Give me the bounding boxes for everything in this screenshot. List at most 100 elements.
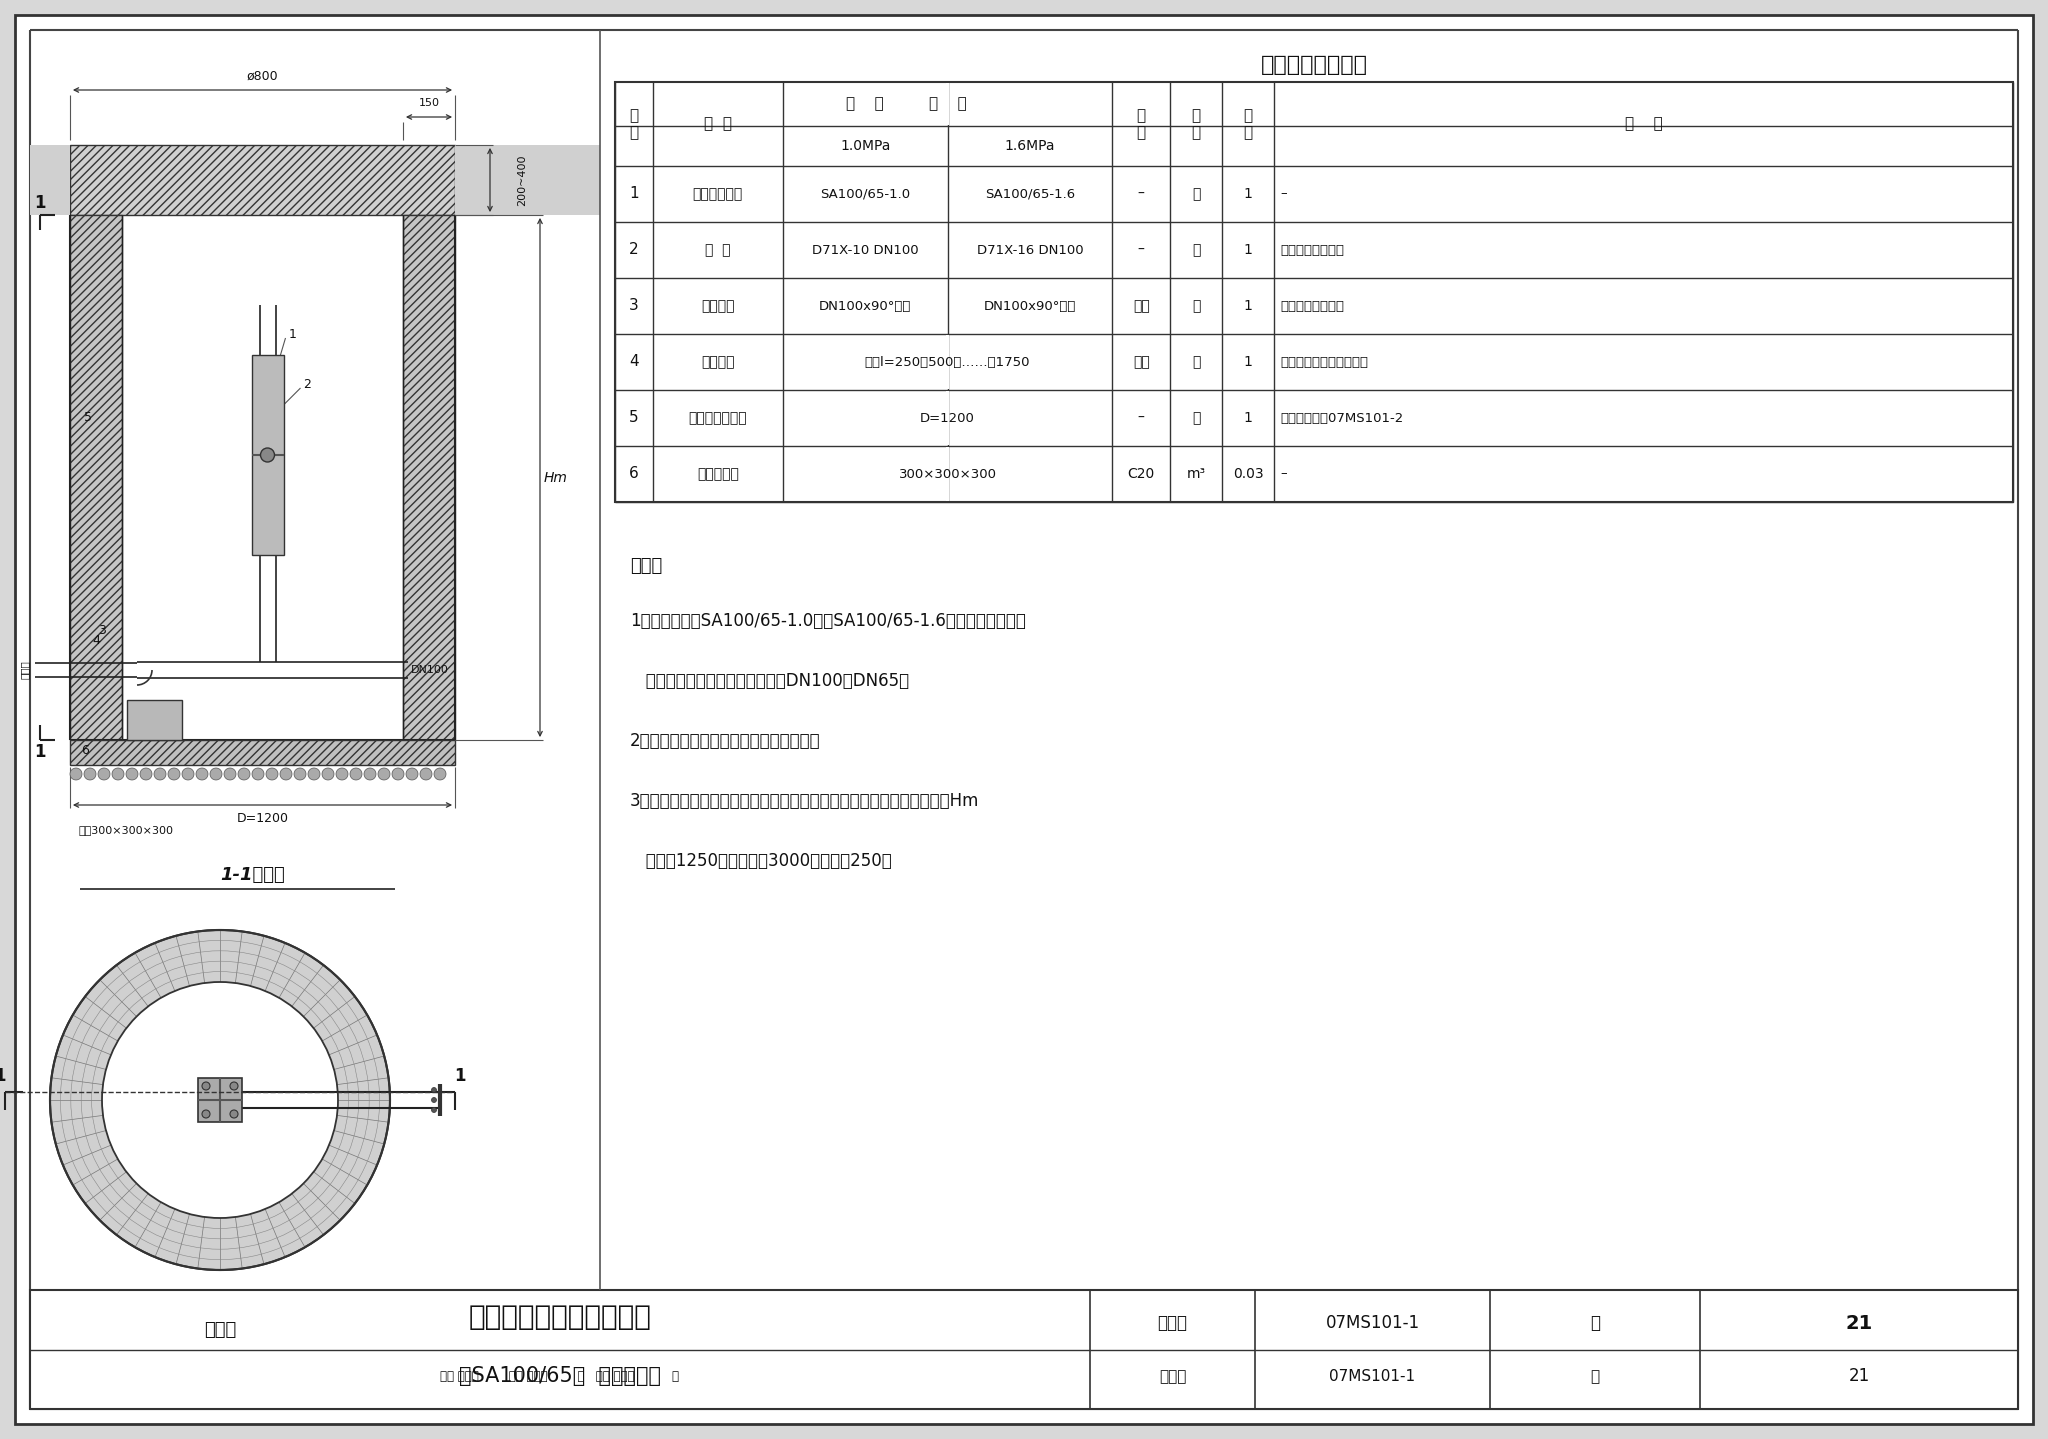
Text: 6: 6 bbox=[629, 466, 639, 482]
Text: 混凝土支坠: 混凝土支坠 bbox=[696, 468, 739, 481]
Circle shape bbox=[266, 768, 279, 780]
Text: C20: C20 bbox=[1128, 468, 1155, 481]
Text: 3: 3 bbox=[98, 623, 106, 636]
Text: 个: 个 bbox=[1192, 355, 1200, 368]
Circle shape bbox=[295, 768, 305, 780]
Text: 07MS101-1: 07MS101-1 bbox=[1329, 1368, 1415, 1384]
Text: 详见图标图集07MS101-2: 详见图标图集07MS101-2 bbox=[1280, 412, 1403, 425]
Text: 300×300×300: 300×300×300 bbox=[899, 468, 997, 481]
Text: 支坠300×300×300: 支坠300×300×300 bbox=[78, 825, 174, 835]
Text: 21: 21 bbox=[1849, 1367, 1870, 1386]
Text: 进水口: 进水口 bbox=[20, 661, 31, 679]
Circle shape bbox=[238, 768, 250, 780]
Text: DN100x90°双盘: DN100x90°双盘 bbox=[983, 299, 1075, 312]
Circle shape bbox=[49, 930, 389, 1271]
Text: 150: 150 bbox=[418, 98, 440, 108]
Circle shape bbox=[391, 768, 403, 780]
Text: 1: 1 bbox=[35, 194, 45, 212]
Circle shape bbox=[223, 768, 236, 780]
Text: 地下式消火栓: 地下式消火栓 bbox=[692, 187, 743, 201]
Text: 铸铁: 铸铁 bbox=[1133, 355, 1149, 368]
Text: 套: 套 bbox=[1192, 187, 1200, 201]
Text: 备    注: 备 注 bbox=[1624, 117, 1663, 131]
Circle shape bbox=[127, 768, 137, 780]
Text: 0.03: 0.03 bbox=[1233, 468, 1264, 481]
Circle shape bbox=[84, 768, 96, 780]
Text: 个: 个 bbox=[1192, 299, 1200, 314]
Text: 与消火栓配套供应: 与消火栓配套供应 bbox=[1280, 243, 1343, 256]
Text: –: – bbox=[1139, 187, 1145, 201]
Text: 1: 1 bbox=[289, 328, 297, 341]
Bar bbox=[946, 83, 948, 125]
Text: 2．管道及管件等防腐做法由设计人确定。: 2．管道及管件等防腐做法由设计人确定。 bbox=[631, 732, 821, 750]
Text: 与消火栓配套供应: 与消火栓配套供应 bbox=[1280, 299, 1343, 312]
Circle shape bbox=[203, 1082, 211, 1089]
Circle shape bbox=[379, 768, 389, 780]
Text: 07MS101-1: 07MS101-1 bbox=[1325, 1314, 1419, 1333]
Text: 弯管底座: 弯管底座 bbox=[700, 299, 735, 314]
Circle shape bbox=[102, 981, 338, 1217]
Circle shape bbox=[406, 768, 418, 780]
Bar bbox=[70, 145, 455, 214]
Text: 个: 个 bbox=[1192, 243, 1200, 258]
Text: 3．根据支管埋深的不同，可选用不同长度的法兰接管，使管道覆土深度Hm: 3．根据支管埋深的不同，可选用不同长度的法兰接管，使管道覆土深度Hm bbox=[631, 791, 979, 810]
Circle shape bbox=[229, 1109, 238, 1118]
Text: 主要设备及材料表: 主要设备及材料表 bbox=[1260, 55, 1368, 75]
Text: 该消火栓有两个出水口，分别为DN100和DN65。: 该消火栓有两个出水口，分别为DN100和DN65。 bbox=[631, 672, 909, 689]
Text: 页: 页 bbox=[1589, 1314, 1599, 1333]
Bar bbox=[614, 82, 2013, 502]
Circle shape bbox=[252, 768, 264, 780]
Text: 4: 4 bbox=[92, 633, 100, 646]
Text: 5: 5 bbox=[629, 410, 639, 426]
Text: SA100/65-1.6: SA100/65-1.6 bbox=[985, 187, 1075, 200]
Circle shape bbox=[336, 768, 348, 780]
Circle shape bbox=[307, 768, 319, 780]
Circle shape bbox=[365, 768, 377, 780]
Text: 长度l=250，500，……，1750: 长度l=250，500，……，1750 bbox=[864, 355, 1030, 368]
Text: 规    格: 规 格 bbox=[928, 96, 967, 111]
Text: –: – bbox=[1280, 187, 1286, 200]
Text: 室外地下式消火栓安装图: 室外地下式消火栓安装图 bbox=[469, 1302, 651, 1331]
Text: m³: m³ bbox=[1186, 468, 1206, 481]
Text: 1: 1 bbox=[0, 1066, 6, 1085]
Text: D=1200: D=1200 bbox=[920, 412, 975, 425]
Text: 200~400: 200~400 bbox=[516, 154, 526, 206]
Bar bbox=[403, 214, 455, 740]
Text: 1: 1 bbox=[1243, 355, 1253, 368]
Text: –: – bbox=[1139, 412, 1145, 425]
Text: 1: 1 bbox=[1243, 243, 1253, 258]
Text: 规    格: 规 格 bbox=[846, 96, 885, 111]
Text: 1.6MPa: 1.6MPa bbox=[1006, 140, 1055, 153]
Circle shape bbox=[154, 768, 166, 780]
Text: ø800: ø800 bbox=[246, 69, 279, 82]
Text: 2: 2 bbox=[629, 243, 639, 258]
Circle shape bbox=[197, 768, 209, 780]
Circle shape bbox=[350, 768, 362, 780]
Text: –: – bbox=[1139, 243, 1145, 258]
Bar bbox=[199, 1078, 242, 1122]
Text: 编
号: 编 号 bbox=[629, 108, 639, 140]
Text: 接管长度由设计人员选定: 接管长度由设计人员选定 bbox=[1280, 355, 1368, 368]
Text: 圆形立式阀阀井: 圆形立式阀阀井 bbox=[688, 412, 748, 425]
Text: 图集号: 图集号 bbox=[1157, 1314, 1188, 1333]
Circle shape bbox=[211, 768, 221, 780]
Circle shape bbox=[98, 768, 111, 780]
Text: 法兰接管: 法兰接管 bbox=[700, 355, 735, 368]
Circle shape bbox=[260, 448, 274, 462]
Circle shape bbox=[203, 1109, 211, 1118]
Circle shape bbox=[420, 768, 432, 780]
Text: 1: 1 bbox=[455, 1066, 465, 1085]
Text: 可以兦1250逐档加高到3000，每档为250。: 可以兦1250逐档加高到3000，每档为250。 bbox=[631, 852, 891, 871]
Text: 数
量: 数 量 bbox=[1243, 108, 1253, 140]
Text: 1: 1 bbox=[1243, 412, 1253, 425]
Text: 名  称: 名 称 bbox=[705, 117, 731, 131]
Bar bbox=[70, 740, 455, 766]
Text: 图集号: 图集号 bbox=[1159, 1368, 1186, 1384]
Bar bbox=[946, 448, 948, 501]
Circle shape bbox=[70, 768, 82, 780]
Text: 5: 5 bbox=[84, 412, 92, 425]
Circle shape bbox=[229, 1082, 238, 1089]
Circle shape bbox=[281, 768, 293, 780]
Bar bbox=[31, 145, 70, 214]
Text: 4: 4 bbox=[629, 354, 639, 370]
